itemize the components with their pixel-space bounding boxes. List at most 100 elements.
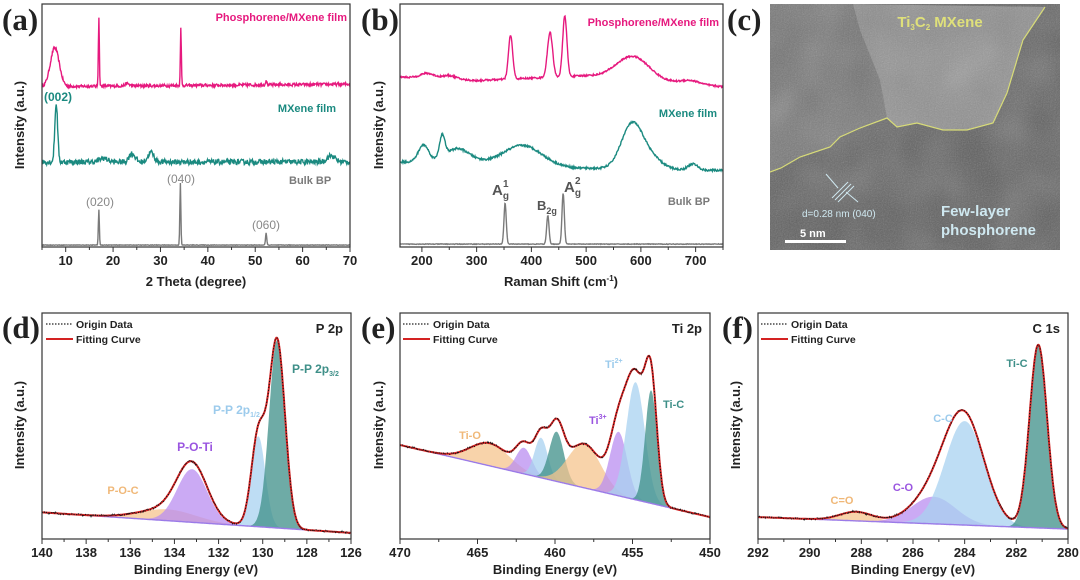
panel-label-a: (a)	[2, 2, 38, 37]
plot-area	[42, 17, 350, 247]
x-axis-label: 2 Theta (degree)	[146, 274, 246, 289]
series-label-bulk-bp: Bulk BP	[289, 175, 331, 187]
component-label-ti-o: Ti-O	[459, 430, 481, 442]
phosphorene-label: phosphorene	[941, 222, 1036, 239]
x-tick-label: 280	[1057, 545, 1079, 560]
legend-fitting-curve: Fitting Curve	[791, 334, 856, 346]
xps-ti2p-chart: 470 465 460 455 450	[389, 312, 721, 560]
tem-lattice-texture	[770, 4, 1060, 250]
peak-label-040: (040)	[167, 172, 195, 186]
peak-label-ag2: Ag2	[564, 176, 581, 199]
panel-label-d: (d)	[2, 310, 40, 345]
x-tick-label: 130	[252, 545, 274, 560]
component-label-p-o-c: P-O-C	[107, 485, 138, 497]
component-label-p-p-2p12: P-P 2p1/2	[213, 403, 260, 419]
peak-label-020: (020)	[86, 195, 114, 209]
component-label-ti3plus: Ti3+	[589, 414, 607, 427]
peak-label-002: (002)	[44, 90, 72, 104]
origin-data-line	[400, 354, 710, 519]
chart-title: P 2p	[316, 321, 343, 336]
component-peak-c-c	[758, 421, 1068, 530]
x-tick-label: 460	[544, 545, 566, 560]
axes-frame	[41, 3, 351, 248]
mxene-label: Ti3C2 MXene	[897, 14, 982, 32]
panel-label-e: (e)	[361, 310, 395, 345]
series-line-phosphorene-mxene-film	[400, 14, 723, 89]
component-peak-p-p-2p3-2	[42, 340, 351, 533]
xps-p2p-chart: 140 138 136 134 132 130 128 126	[31, 312, 362, 560]
component-peak-ti-c	[400, 390, 710, 518]
y-axis-label: Intensity (a.u.)	[12, 381, 27, 469]
chart-title: C 1s	[1033, 321, 1060, 336]
series-line-bulk-bp	[400, 193, 723, 246]
component-label-c-c: C-C	[933, 413, 953, 425]
x-tick-label: 134	[164, 545, 186, 560]
legend: Origin Data Fitting Curve	[46, 319, 141, 346]
x-tick-label: 600	[630, 253, 652, 268]
panel-label-f: (f)	[722, 310, 753, 345]
tem-image: Ti3C2 MXene d=0.28 nm (040) Few-layer ph…	[770, 4, 1060, 250]
legend-fitting-curve: Fitting Curve	[433, 334, 498, 346]
x-tick-label: 200	[411, 253, 433, 268]
series-label-bulk-bp: Bulk BP	[668, 196, 710, 208]
y-axis-label: Intensity (a.u.)	[728, 381, 743, 469]
x-tick-label: 10	[58, 253, 72, 268]
few-layer-label: Few-layer	[941, 203, 1010, 220]
legend-fitting-curve: Fitting Curve	[76, 334, 141, 346]
x-tick-label: 126	[340, 545, 362, 560]
series-label-phosphorene-mxene: Phosphorene/MXene film	[216, 12, 348, 24]
x-axis-label: Raman Shift (cm-1)	[504, 274, 618, 289]
x-tick-label: 465	[467, 545, 489, 560]
x-tick-label: 500	[575, 253, 597, 268]
series-line-mxene-film	[400, 120, 723, 174]
x-tick-label: 20	[106, 253, 120, 268]
component-label-c-double-o: C=O	[831, 495, 854, 507]
x-tick-label: 284	[954, 545, 976, 560]
x-tick-label: 700	[685, 253, 707, 268]
x-tick-label: 300	[466, 253, 488, 268]
x-axis-label: Binding Energy (eV)	[851, 562, 975, 577]
x-tick-label: 288	[850, 545, 872, 560]
component-peak-ti-o	[400, 442, 710, 518]
component-label-c-o: C-O	[893, 482, 914, 494]
d-spacing-label: d=0.28 nm (040)	[802, 209, 876, 220]
x-tick-label: 60	[295, 253, 309, 268]
component-peak-c-o	[758, 496, 1068, 530]
series-line-mxene-film	[42, 104, 350, 168]
x-tick-label: 128	[296, 545, 318, 560]
plot-area	[758, 343, 1068, 530]
x-tick-label: 70	[343, 253, 357, 268]
plot-area	[42, 336, 351, 535]
legend: Origin Data Fitting Curve	[403, 319, 498, 346]
origin-data-line	[42, 337, 351, 535]
scale-bar	[785, 240, 846, 243]
x-tick-label: 292	[747, 545, 769, 560]
x-tick-label: 455	[622, 545, 644, 560]
series-line-bulk-bp	[42, 182, 350, 247]
component-label-ti-c: Ti-C	[1006, 358, 1027, 370]
series-label-mxene: MXene film	[278, 103, 336, 115]
xrd-chart: 10 20 30 40 50 60 70	[41, 3, 357, 268]
chart-title: Ti 2p	[672, 321, 702, 336]
plot-area	[400, 354, 710, 519]
x-axis-label: Binding Energy (eV)	[493, 562, 617, 577]
y-axis-label: Intensity (a.u.)	[371, 81, 386, 169]
panel-label-c: (c)	[727, 2, 761, 37]
legend-origin-data: Origin Data	[76, 319, 133, 331]
x-tick-label: 450	[699, 545, 721, 560]
x-tick-label: 50	[248, 253, 262, 268]
series-line-phosphorene-mxene-film	[42, 17, 350, 91]
x-tick-label: 282	[1005, 545, 1027, 560]
peak-label-ag1: Ag1	[492, 179, 509, 202]
component-label-ti-c: Ti-C	[663, 399, 684, 411]
x-axis-label: Binding Energy (eV)	[134, 562, 258, 577]
legend-origin-data: Origin Data	[791, 319, 848, 331]
scale-bar-label: 5 nm	[800, 228, 826, 240]
legend-origin-data: Origin Data	[433, 319, 490, 331]
x-tick-label: 470	[389, 545, 411, 560]
x-tick-label: 136	[119, 545, 141, 560]
x-tick-label: 132	[208, 545, 230, 560]
series-label-mxene: MXene film	[659, 108, 717, 120]
component-peak-ti2-	[400, 382, 710, 518]
